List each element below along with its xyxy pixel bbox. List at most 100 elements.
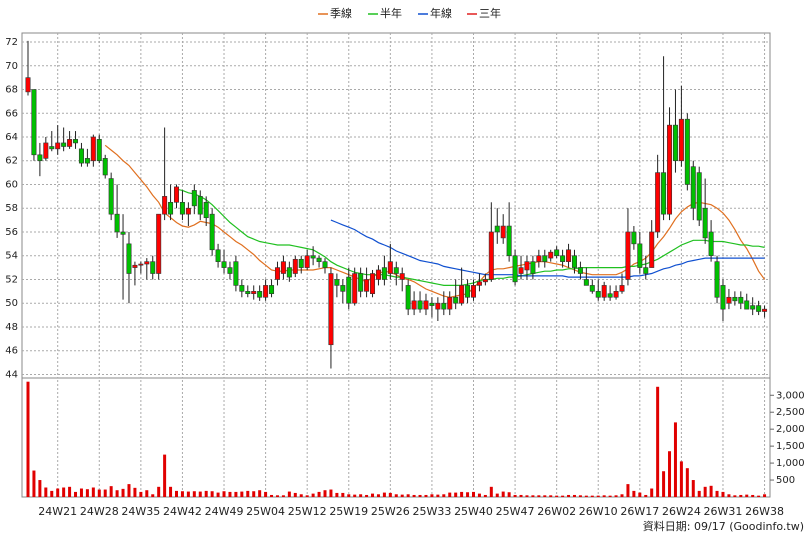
candle-body bbox=[274, 267, 280, 280]
footer: 資料日期: 09/17 (Goodinfo.tw) bbox=[643, 519, 804, 533]
ma-line bbox=[176, 188, 765, 286]
candle-body bbox=[340, 285, 346, 292]
legend-label: 三年 bbox=[479, 6, 501, 20]
candle-body bbox=[102, 158, 108, 176]
candle-body bbox=[583, 279, 589, 286]
volume-bar bbox=[543, 495, 547, 497]
candle-body bbox=[257, 291, 263, 298]
candle-body bbox=[364, 279, 370, 292]
candle-body bbox=[227, 267, 233, 274]
candle-body bbox=[120, 231, 126, 235]
volume-bar bbox=[97, 489, 101, 497]
volume-bar bbox=[222, 491, 226, 497]
volume-bar bbox=[632, 490, 636, 497]
volume-bar bbox=[668, 451, 672, 497]
volume-bar bbox=[50, 490, 54, 497]
volume-bar bbox=[180, 491, 184, 497]
volume-bar bbox=[175, 490, 178, 497]
candle-body bbox=[215, 249, 221, 262]
candle-body bbox=[762, 308, 768, 312]
volume-bar bbox=[727, 494, 731, 497]
candle-body bbox=[49, 146, 55, 150]
y-tick-label: 70 bbox=[5, 61, 18, 72]
candle-body bbox=[346, 276, 352, 304]
candle-body bbox=[631, 231, 637, 245]
volume-bar bbox=[151, 494, 155, 497]
candle-body bbox=[352, 273, 358, 304]
candle-body bbox=[518, 267, 524, 274]
candle-body bbox=[162, 196, 168, 215]
candle-body bbox=[298, 258, 304, 268]
volume-bar bbox=[388, 492, 392, 497]
volume-bar bbox=[614, 495, 618, 497]
volume-bar bbox=[329, 489, 333, 497]
legend-label: 季線 bbox=[330, 6, 352, 20]
candle-body bbox=[459, 285, 465, 304]
candle-body bbox=[607, 293, 613, 298]
candle-body bbox=[720, 285, 726, 310]
candle-body bbox=[114, 213, 120, 233]
volume-bar bbox=[299, 494, 303, 497]
candle-body bbox=[221, 261, 227, 268]
x-tick-label: 25W47 bbox=[496, 505, 535, 518]
volume-bar bbox=[127, 484, 131, 497]
volume-bar bbox=[311, 493, 315, 497]
volume-bar bbox=[275, 495, 279, 497]
candle-body bbox=[411, 300, 417, 310]
volume-bar bbox=[501, 491, 505, 497]
candle-body bbox=[672, 124, 678, 162]
y-tick-label: 52 bbox=[5, 274, 18, 285]
candle-body bbox=[465, 285, 471, 298]
volume-bar bbox=[578, 495, 582, 497]
volume-bar bbox=[234, 491, 238, 497]
candle-body bbox=[269, 285, 275, 295]
volume-bar bbox=[186, 491, 190, 497]
x-tick-label: 26W24 bbox=[662, 505, 701, 518]
candle-body bbox=[399, 273, 405, 280]
volume-bar bbox=[74, 491, 78, 497]
candle-body bbox=[637, 243, 643, 268]
candle-body bbox=[239, 285, 245, 292]
candle-body bbox=[601, 285, 607, 298]
candle-body bbox=[292, 258, 298, 274]
candle-body bbox=[150, 261, 156, 274]
volume-bar bbox=[721, 491, 725, 497]
volume-bar bbox=[650, 488, 654, 497]
volume-bar bbox=[477, 493, 481, 497]
volume-bar bbox=[691, 480, 695, 497]
volume-bar bbox=[430, 494, 434, 497]
y-tick-label: 46 bbox=[5, 346, 18, 357]
candle-body bbox=[494, 225, 500, 233]
candle-body bbox=[542, 255, 548, 262]
volume-bar bbox=[697, 490, 701, 497]
y-tick-label: 62 bbox=[5, 156, 18, 167]
candle-body bbox=[37, 154, 43, 162]
volume-bar bbox=[412, 494, 416, 497]
volume-bar bbox=[567, 494, 571, 497]
x-tick-label: 24W35 bbox=[121, 505, 160, 518]
candle-body bbox=[174, 186, 180, 203]
volume-bar bbox=[38, 480, 42, 497]
volume-bar bbox=[287, 491, 291, 497]
candle-body bbox=[684, 118, 690, 185]
volume-bar bbox=[525, 495, 529, 497]
volume-bar bbox=[483, 494, 487, 497]
candle-body bbox=[108, 178, 114, 215]
candle-body bbox=[280, 261, 286, 274]
volume-bar bbox=[584, 495, 588, 497]
volume-bar bbox=[376, 494, 380, 497]
candle-body bbox=[708, 231, 714, 257]
candle-body bbox=[554, 249, 560, 257]
candle-body bbox=[423, 300, 429, 310]
candle-body bbox=[316, 257, 322, 262]
volume-bar bbox=[91, 487, 95, 497]
volume-bar bbox=[507, 492, 511, 497]
candle-body bbox=[370, 273, 376, 295]
candle-body bbox=[203, 201, 209, 219]
volume-bar bbox=[293, 492, 297, 497]
volume-bar bbox=[305, 495, 309, 497]
legend-label: 半年 bbox=[380, 6, 402, 20]
volume-panel bbox=[21, 377, 771, 498]
y2-tick-label: 2,500 bbox=[776, 407, 805, 418]
